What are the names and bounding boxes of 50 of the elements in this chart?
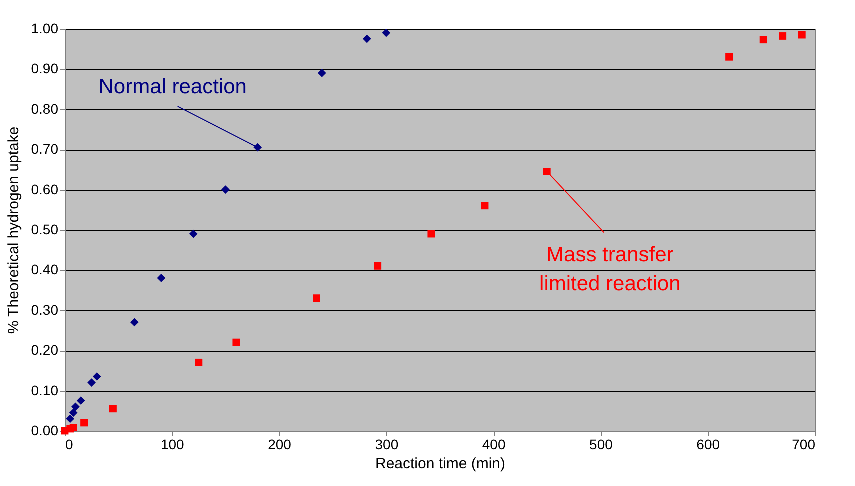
y-tick-label: 1.00 (31, 20, 59, 36)
x-tick-label: 200 (268, 436, 292, 452)
point (374, 262, 382, 270)
y-tick-label: 0.80 (31, 100, 59, 117)
y-tick-label: 0.20 (31, 342, 59, 358)
point (313, 294, 320, 302)
x-tick-label: 600 (696, 436, 720, 452)
y-tick-label: 0.70 (31, 141, 59, 158)
point (157, 274, 166, 282)
point (195, 358, 203, 366)
point (76, 396, 86, 406)
point (543, 168, 551, 176)
point (232, 338, 240, 346)
point (189, 230, 198, 238)
y-axis-title: % Theoretical hydrogen uptake (5, 126, 22, 334)
point (760, 36, 768, 44)
x-tick-label: 700 (792, 436, 816, 452)
point (72, 402, 80, 412)
point (798, 31, 806, 39)
x-tick-label: 500 (590, 436, 614, 452)
point (222, 186, 230, 194)
point (726, 53, 733, 61)
y-tick-label: 0.50 (31, 222, 59, 238)
x-tick-label: 300 (375, 436, 399, 452)
point (70, 424, 78, 432)
y-tick-label: 0.60 (31, 181, 59, 198)
point (92, 372, 102, 381)
y-tick-label: 0.10 (31, 382, 59, 398)
point (69, 408, 78, 418)
y-tick-label: 0.30 (31, 302, 59, 318)
y-tick-label: 0.90 (31, 60, 59, 77)
annotation: Normal reaction (98, 76, 247, 99)
point (110, 405, 117, 413)
point (80, 419, 88, 427)
point (362, 34, 372, 44)
x-tick-label: 400 (482, 436, 506, 452)
point (66, 414, 75, 424)
point (481, 202, 489, 210)
point (88, 378, 96, 387)
y-tick-label: 0.40 (31, 262, 59, 278)
x-tick-label: 0 (66, 436, 74, 452)
point (428, 230, 436, 238)
y-tick-label: 0.00 (31, 422, 59, 438)
annotation: Mass transfer limited reaction (540, 244, 681, 296)
x-tick-label: 100 (160, 436, 185, 452)
point (382, 28, 391, 38)
point (130, 318, 139, 327)
point (318, 69, 326, 78)
point (779, 32, 787, 40)
x-axis-title: Reaction time (min) (375, 456, 506, 472)
